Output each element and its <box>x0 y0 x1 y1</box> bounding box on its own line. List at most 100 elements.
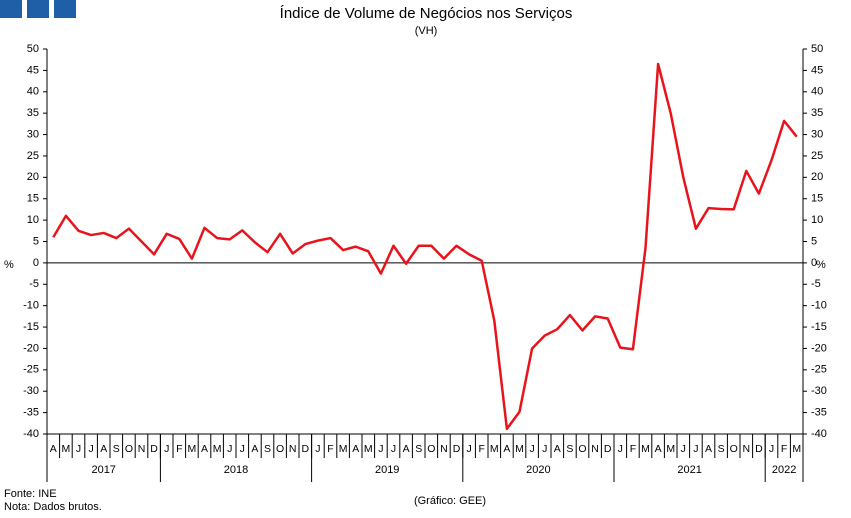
x-tick-label: A <box>201 443 208 455</box>
x-tick-label: N <box>440 443 448 455</box>
y2-tick-label: 20 <box>811 171 823 183</box>
data-line <box>52 62 798 431</box>
x-tick-label: M <box>641 443 650 455</box>
y-tick-label: 25 <box>27 150 39 162</box>
x-tick-label: O <box>730 443 738 455</box>
x-tick-label: J <box>315 443 320 455</box>
logo-block <box>0 0 22 18</box>
y2-tick-label: 45 <box>811 64 823 76</box>
credit: (Gráfico: GEE) <box>414 495 486 507</box>
y-tick-label: 35 <box>27 107 39 119</box>
x-tick-label: J <box>466 443 471 455</box>
y2-tick-label: 50 <box>811 43 823 55</box>
x-tick-label: M <box>188 443 197 455</box>
y-tick-label: 45 <box>27 64 39 76</box>
y-tick-label: 15 <box>27 193 39 205</box>
x-tick-label: J <box>227 443 232 455</box>
x-tick-label: D <box>453 443 461 455</box>
y2-tick-label: 30 <box>811 128 823 140</box>
x-tick-label: M <box>213 443 222 455</box>
y-tick-label: 10 <box>27 214 39 226</box>
x-tick-label: J <box>681 443 686 455</box>
x-tick-label: D <box>302 443 310 455</box>
x-tick-label: A <box>554 443 561 455</box>
x-tick-label: J <box>76 443 81 455</box>
x-tick-label: F <box>781 443 787 455</box>
x-tick-label: N <box>289 443 297 455</box>
y-tick-label: -20 <box>23 342 39 354</box>
x-tick-label: J <box>164 443 169 455</box>
y2-tick-label: -15 <box>811 321 827 333</box>
x-tick-label: N <box>591 443 599 455</box>
x-tick-label: J <box>391 443 396 455</box>
chart-subtitle: (VH) <box>415 25 438 37</box>
y2-tick-label: 10 <box>811 214 823 226</box>
x-tick-label: S <box>415 443 422 455</box>
y2-axis-label: % <box>816 259 826 271</box>
x-tick-label: J <box>618 443 623 455</box>
y2-tick-label: 15 <box>811 193 823 205</box>
x-tick-label: A <box>352 443 359 455</box>
x-tick-label: S <box>113 443 120 455</box>
x-tick-label: J <box>769 443 774 455</box>
y-tick-label: -30 <box>23 385 39 397</box>
x-tick-label: A <box>100 443 107 455</box>
y2-tick-label: -25 <box>811 364 827 376</box>
x-tick-label: J <box>693 443 698 455</box>
year-label: 2021 <box>677 464 701 476</box>
x-tick-label: M <box>364 443 373 455</box>
x-tick-label: M <box>339 443 348 455</box>
x-tick-label: J <box>529 443 534 455</box>
x-tick-label: S <box>718 443 725 455</box>
y-tick-label: 20 <box>27 171 39 183</box>
x-tick-label: S <box>566 443 573 455</box>
source: Fonte: INE <box>4 488 57 500</box>
x-tick-label: O <box>125 443 133 455</box>
x-tick-label: J <box>240 443 245 455</box>
y-tick-label: -15 <box>23 321 39 333</box>
y2-tick-label: 0 <box>811 257 817 269</box>
y2-tick-label: -10 <box>811 300 827 312</box>
year-label: 2022 <box>772 464 796 476</box>
x-tick-label: M <box>515 443 524 455</box>
logo-block <box>54 0 76 18</box>
x-tick-label: M <box>666 443 675 455</box>
y-tick-label: -40 <box>23 428 39 440</box>
year-label: 2017 <box>91 464 115 476</box>
y2-tick-label: -40 <box>811 428 827 440</box>
x-tick-label: M <box>490 443 499 455</box>
y2-tick-label: 5 <box>811 235 817 247</box>
x-tick-label: A <box>251 443 258 455</box>
year-label: 2019 <box>375 464 399 476</box>
x-tick-label: J <box>378 443 383 455</box>
y-axis-label: % <box>4 259 14 271</box>
x-tick-label: D <box>150 443 158 455</box>
x-tick-label: F <box>327 443 333 455</box>
y-tick-label: -10 <box>23 300 39 312</box>
year-label: 2018 <box>224 464 248 476</box>
x-tick-label: O <box>578 443 586 455</box>
x-tick-label: O <box>427 443 435 455</box>
chart-title: Índice de Volume de Negócios nos Serviço… <box>280 5 573 22</box>
note: Nota: Dados brutos. <box>4 501 102 513</box>
y2-tick-label: -5 <box>811 278 821 290</box>
x-tick-label: A <box>503 443 510 455</box>
x-tick-label: F <box>478 443 484 455</box>
x-tick-label: F <box>630 443 636 455</box>
x-tick-label: A <box>403 443 410 455</box>
y-tick-label: -25 <box>23 364 39 376</box>
x-tick-label: S <box>264 443 271 455</box>
x-tick-label: O <box>276 443 284 455</box>
y2-tick-label: -35 <box>811 407 827 419</box>
y2-tick-label: 40 <box>811 86 823 98</box>
y-tick-label: 0 <box>33 257 39 269</box>
year-label: 2020 <box>526 464 550 476</box>
y2-tick-label: -30 <box>811 385 827 397</box>
y-tick-label: 30 <box>27 128 39 140</box>
y2-tick-label: -20 <box>811 342 827 354</box>
x-tick-label: M <box>62 443 71 455</box>
y-tick-label: -5 <box>29 278 39 290</box>
x-tick-label: F <box>176 443 182 455</box>
